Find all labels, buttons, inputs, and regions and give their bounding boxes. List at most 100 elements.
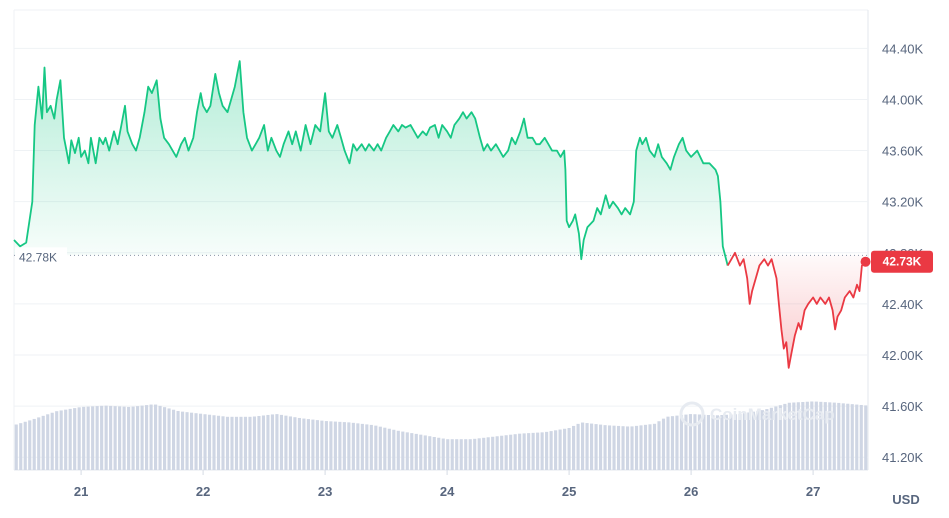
y-tick-label: 44.00K — [882, 92, 924, 107]
volume-bar — [288, 416, 292, 470]
volume-bar — [859, 404, 863, 470]
volume-bar — [607, 425, 612, 470]
volume-bar — [158, 405, 162, 470]
last-price-dot[interactable] — [860, 256, 871, 267]
x-tick-label: 21 — [74, 484, 88, 499]
watermark-text: CoinMarketCap — [710, 405, 835, 424]
volume-bar — [527, 433, 531, 470]
volume-bar — [163, 407, 167, 470]
volume-bar — [437, 437, 441, 470]
volume-bar — [590, 423, 594, 470]
volume-bar — [266, 414, 270, 470]
price-line-up[interactable] — [13, 60, 729, 266]
volume-bar — [127, 406, 131, 470]
volume-bar — [639, 425, 643, 470]
volume-bar — [194, 413, 198, 470]
volume-bar — [225, 416, 230, 470]
volume-bar — [257, 415, 261, 470]
volume-bar — [684, 414, 688, 470]
volume-bar — [558, 429, 562, 470]
volume-bar — [576, 423, 580, 470]
volume-bar — [320, 420, 324, 470]
volume-bar — [774, 406, 778, 470]
volume-bar — [284, 415, 288, 470]
volume-bar — [661, 418, 666, 470]
y-tick-label: 41.20K — [882, 450, 924, 465]
volume-bar — [598, 424, 603, 470]
volume-bar — [706, 414, 711, 470]
volume-bar — [464, 439, 468, 470]
volume-bar — [810, 401, 814, 470]
x-tick-label: 25 — [562, 484, 576, 499]
price-area-up — [14, 61, 728, 266]
volume-bar — [234, 416, 239, 470]
volume-bar — [738, 414, 742, 470]
x-tick-label: 27 — [806, 484, 820, 499]
currency-label: USD — [892, 492, 919, 507]
volume-bar — [648, 424, 652, 470]
volume-bar — [432, 436, 436, 470]
volume-bar — [189, 412, 194, 470]
volume-bar — [338, 421, 342, 470]
volume-bar — [693, 414, 697, 470]
last-price-label: 42.73K — [883, 255, 922, 269]
volume-bar — [401, 431, 405, 470]
reference-price-label: 42.78K — [19, 250, 57, 264]
volume-bar — [760, 410, 764, 470]
volume-bar — [347, 422, 351, 470]
volume-bar — [594, 424, 598, 470]
volume-bar — [652, 423, 657, 470]
volume-bar — [185, 412, 189, 470]
y-tick-label: 43.60K — [882, 144, 924, 159]
volume-bar — [270, 414, 275, 470]
volume-bar — [360, 423, 364, 470]
volume-bar — [621, 426, 625, 470]
y-tick-label: 44.40K — [882, 41, 924, 56]
volume-bar — [468, 439, 472, 470]
volume-bar — [522, 433, 526, 470]
volume-bar — [504, 435, 508, 470]
volume-bar — [14, 424, 18, 470]
volume-bar — [315, 420, 319, 470]
volume-bar — [131, 406, 135, 470]
volume-bar — [77, 407, 81, 470]
volume-bar — [329, 421, 333, 470]
volume-bar — [387, 428, 391, 470]
volume-bar — [59, 410, 63, 470]
volume-bar — [841, 403, 845, 470]
volume-bar — [365, 424, 369, 470]
volume-bar — [64, 409, 68, 470]
volume-bar — [91, 406, 95, 470]
volume-bar — [212, 415, 216, 470]
volume-bar — [612, 425, 616, 470]
volume-bar — [216, 415, 221, 470]
volume-bar — [243, 416, 248, 470]
volume-bar — [832, 402, 836, 470]
volume-bar — [567, 428, 571, 470]
volume-bar — [50, 412, 54, 470]
volume-bar — [28, 420, 32, 470]
volume-bar — [715, 415, 719, 470]
volume-bars — [14, 401, 868, 470]
volume-bar — [293, 417, 297, 470]
last-price-marker: 42.73K — [860, 250, 933, 273]
price-area-fills — [14, 61, 866, 368]
volume-bar — [23, 421, 27, 470]
volume-bar — [122, 406, 126, 470]
volume-bar — [796, 402, 800, 470]
volume-bar — [495, 436, 499, 470]
volume-bar — [724, 414, 728, 470]
volume-bar — [850, 404, 854, 470]
volume-bar — [585, 423, 589, 470]
x-tick-label: 22 — [196, 484, 210, 499]
volume-bar — [230, 416, 234, 470]
volume-bar — [95, 406, 99, 470]
volume-bar — [275, 414, 279, 470]
volume-bar — [486, 437, 490, 470]
volume-bar — [751, 411, 755, 470]
price-line-down[interactable] — [726, 251, 867, 369]
volume-bar — [536, 432, 540, 470]
volume-bar — [73, 408, 77, 470]
volume-bar — [55, 411, 59, 470]
